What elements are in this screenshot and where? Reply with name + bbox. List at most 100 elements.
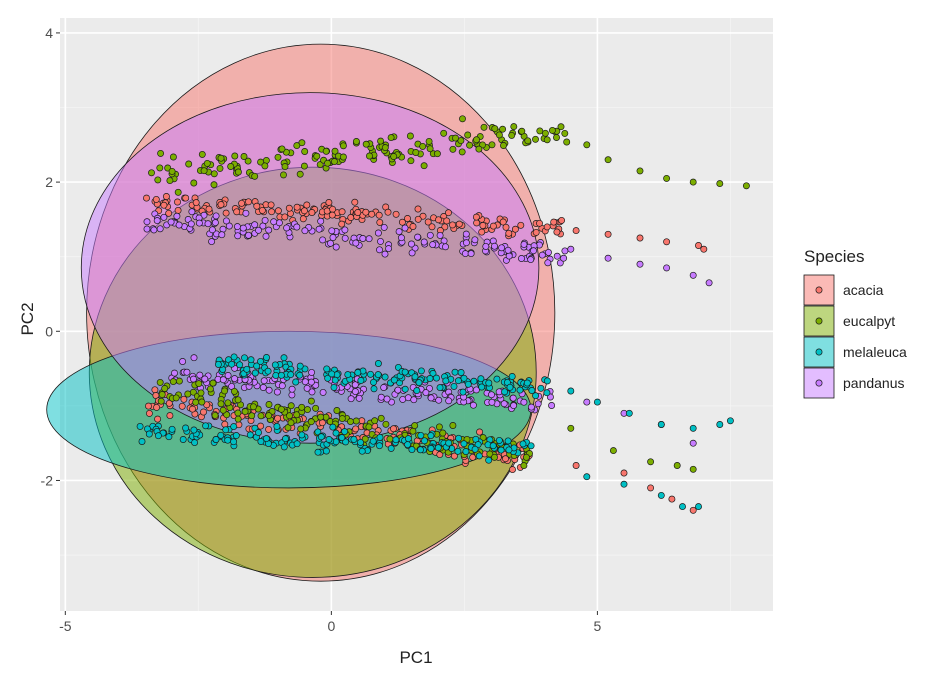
y-axis-label: PC2	[18, 302, 37, 335]
point-melaleuca	[413, 387, 421, 395]
point-acacia	[419, 212, 427, 220]
point-melaleuca	[298, 431, 306, 439]
legend-label-eucalpyt: eucalpyt	[843, 313, 895, 329]
point-acacia	[200, 408, 207, 416]
point-eucalpyt	[217, 154, 225, 162]
point-pandanus	[556, 259, 564, 267]
point-pandanus	[273, 388, 281, 396]
point-pandanus	[303, 384, 311, 392]
point-eucalpyt	[192, 398, 200, 406]
point-pandanus	[231, 375, 239, 383]
point-eucalpyt	[197, 389, 205, 397]
point-acacia	[267, 201, 275, 209]
point-pandanus	[153, 217, 161, 225]
point-pandanus	[171, 369, 178, 377]
point-melaleuca	[251, 369, 259, 377]
point-eucalpyt	[347, 418, 354, 426]
point-acacia	[182, 194, 190, 202]
point-eucalpyt	[390, 153, 398, 160]
point-pandanus	[467, 250, 475, 258]
point-melaleuca	[191, 439, 199, 447]
point-melaleuca	[593, 398, 601, 406]
point-eucalpyt	[301, 148, 309, 155]
point-eucalpyt	[169, 378, 177, 386]
point-melaleuca	[357, 438, 364, 446]
point-eucalpyt	[362, 140, 370, 148]
point-pandanus	[498, 244, 506, 252]
point-eucalpyt	[536, 127, 544, 135]
point-acacia	[143, 194, 150, 202]
point-pandanus	[283, 224, 291, 232]
point-melaleuca	[470, 377, 478, 385]
point-eucalpyt	[198, 398, 206, 406]
point-eucalpyt	[583, 141, 591, 149]
point-acacia	[424, 218, 432, 226]
point-eucalpyt	[274, 153, 282, 161]
point-acacia	[536, 219, 543, 227]
point-pandanus	[219, 376, 227, 384]
point-pandanus	[397, 234, 405, 242]
point-melaleuca	[401, 385, 409, 393]
point-melaleuca	[280, 443, 288, 451]
point-pandanus	[239, 224, 247, 232]
point-melaleuca	[679, 503, 686, 511]
point-eucalpyt	[234, 168, 242, 176]
point-acacia	[328, 211, 336, 219]
point-acacia	[695, 242, 702, 249]
point-acacia	[178, 402, 186, 410]
point-acacia	[502, 223, 510, 231]
point-melaleuca	[695, 503, 702, 511]
point-eucalpyt	[407, 157, 415, 165]
point-melaleuca	[506, 383, 514, 391]
point-eucalpyt	[689, 465, 697, 473]
point-acacia	[189, 405, 196, 413]
point-eucalpyt	[365, 423, 373, 431]
point-acacia	[392, 210, 400, 218]
point-melaleuca	[450, 382, 458, 390]
point-eucalpyt	[169, 153, 177, 161]
point-pandanus	[482, 242, 490, 250]
point-pandanus	[553, 252, 561, 260]
point-pandanus	[328, 227, 336, 235]
point-melaleuca	[485, 379, 493, 387]
y-tick-label: 4	[45, 25, 53, 41]
point-melaleuca	[376, 433, 384, 441]
point-pandanus	[329, 234, 337, 241]
point-melaleuca	[528, 387, 536, 394]
point-melaleuca	[277, 371, 285, 379]
point-eucalpyt	[174, 188, 182, 196]
point-melaleuca	[241, 354, 248, 362]
point-eucalpyt	[219, 406, 227, 414]
point-pandanus	[380, 384, 388, 391]
point-eucalpyt	[464, 131, 472, 139]
point-pandanus	[376, 246, 383, 254]
point-acacia	[308, 209, 316, 216]
point-melaleuca	[516, 386, 524, 394]
point-eucalpyt	[338, 415, 346, 423]
point-eucalpyt	[300, 162, 308, 170]
point-acacia	[253, 202, 261, 210]
point-melaleuca	[145, 430, 153, 438]
point-pandanus	[245, 231, 252, 239]
x-tick-label: -5	[59, 618, 72, 634]
point-pandanus	[301, 227, 309, 235]
point-eucalpyt	[217, 400, 225, 408]
point-melaleuca	[404, 435, 412, 443]
point-pandanus	[689, 439, 697, 447]
point-eucalpyt	[265, 401, 273, 408]
point-pandanus	[308, 388, 316, 396]
point-melaleuca	[317, 433, 325, 441]
point-acacia	[455, 220, 463, 228]
point-eucalpyt	[312, 404, 320, 412]
point-pandanus	[408, 240, 415, 248]
point-eucalpyt	[522, 453, 530, 461]
point-acacia	[604, 230, 612, 238]
point-melaleuca	[354, 369, 362, 376]
point-eucalpyt	[298, 139, 306, 147]
point-eucalpyt	[561, 129, 569, 137]
point-acacia	[668, 495, 676, 503]
point-eucalpyt	[352, 417, 360, 425]
point-pandanus	[567, 245, 575, 253]
point-pandanus	[426, 231, 434, 239]
